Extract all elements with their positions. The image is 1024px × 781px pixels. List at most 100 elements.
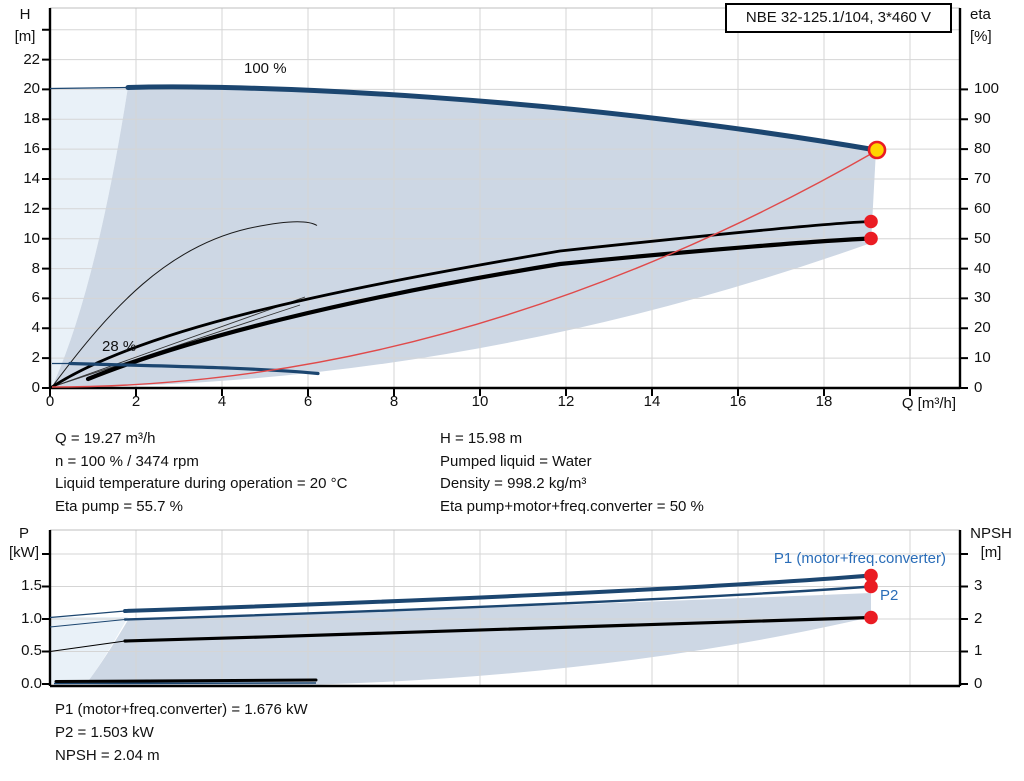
eta-pump-curve: [50, 220, 873, 389]
q-tick-label: 0: [45, 393, 55, 410]
top-chart-axes: [48, 8, 962, 390]
h-axis-title-symbol: H: [19, 6, 31, 23]
info-h-value: H = 15.98 m: [440, 430, 523, 447]
duty-point-marker[interactable]: [867, 140, 887, 160]
head-curve-100pct-extension: [49, 86, 129, 90]
q-tick-label: 18: [815, 393, 833, 410]
h-tick-label: 12: [23, 200, 40, 217]
info-p1-value: P1 (motor+freq.converter) = 1.676 kW: [55, 701, 308, 718]
npsh-tick-label: 3: [974, 577, 983, 594]
h-tick-label: 4: [31, 319, 40, 336]
p-curve-28pct: [54, 678, 318, 683]
bottom-chart-axes: [48, 530, 962, 688]
q-tick-label: 6: [303, 393, 313, 410]
q-tick-label: 4: [217, 393, 227, 410]
p-tick-label: 0.0: [21, 675, 42, 692]
eta-reduced-speed-curve: [51, 221, 318, 388]
p1-end-marker: [864, 568, 878, 583]
p-axis-title-symbol: P: [18, 525, 29, 542]
p-tick-label: 0.5: [21, 642, 42, 659]
eta-total-curve: [85, 236, 874, 382]
p-axis-ticks: [42, 553, 50, 685]
eta-tick-label: 90: [974, 110, 991, 127]
p-tick-label: 1.5: [21, 577, 42, 594]
eta-tick-label: 40: [974, 260, 991, 277]
pump-title-box: NBE 32-125.1/104, 3*460 V: [725, 3, 952, 33]
eta-tick-label: 70: [974, 170, 991, 187]
p1-curve: [123, 573, 873, 613]
eta-tick-label: 60: [974, 200, 991, 217]
speed-100pct-label: 100 %: [244, 60, 287, 77]
p2-curve-label: P2: [880, 587, 899, 604]
top-envelope-light-region: [50, 87, 128, 387]
eta-tick-label: 100: [974, 80, 1000, 97]
h-tick-label: 0: [31, 379, 40, 396]
h-tick-label: 2: [31, 349, 40, 366]
system-curve: [51, 149, 878, 388]
eta-axis-title: eta [%]: [970, 4, 1018, 48]
speed-28pct-label: 28 %: [102, 338, 137, 355]
h-tick-label: 8: [31, 260, 40, 277]
p2-curve-extension: [49, 619, 126, 628]
p1-curve-extension: [49, 610, 126, 619]
h-tick-label: 14: [23, 170, 40, 187]
eta-tick-label: 20: [974, 319, 991, 336]
p-tick-label: 1.0: [21, 610, 42, 627]
eta-axis-title-unit: [%]: [970, 28, 992, 45]
npsh-curve-extension: [49, 640, 126, 653]
eta-tick-label: 50: [974, 230, 991, 247]
q-tick-label: 12: [557, 393, 575, 410]
eta-axis-ticks: [960, 88, 968, 389]
npsh-axis-title-unit: [m]: [980, 544, 1002, 561]
info-speed-value: n = 100 % / 3474 rpm: [55, 453, 199, 470]
npsh-axis-ticks: [960, 553, 968, 685]
info-eta-total-value: Eta pump+motor+freq.converter = 50 %: [440, 498, 704, 515]
head-curve-28pct: [68, 361, 320, 376]
p-curve-28pct-blue: [53, 682, 317, 685]
h-tick-label: 18: [23, 110, 40, 127]
q-tick-label: 16: [729, 393, 747, 410]
h-tick-label: 6: [31, 289, 40, 306]
npsh-tick-label: 0: [974, 675, 983, 692]
eta-pump-end-marker: [864, 214, 878, 229]
top-grid-horizontal: [50, 29, 960, 359]
npsh-end-marker: [864, 610, 878, 625]
info-q-value: Q = 19.27 m³/h: [55, 430, 156, 447]
eta-tick-label: 80: [974, 140, 991, 157]
info-p2-value: P2 = 1.503 kW: [55, 724, 154, 741]
npsh-curve: [123, 615, 873, 643]
q-axis-ticks: [49, 388, 911, 396]
eta-tick-label: 0: [974, 379, 983, 396]
top-grid-vertical: [135, 8, 911, 388]
bottom-grid-horizontal: [50, 553, 960, 652]
q-tick-label: 10: [471, 393, 489, 410]
h-tick-label: 20: [23, 80, 40, 97]
eta-fan-line-1: [51, 296, 306, 388]
h-tick-label: 16: [23, 140, 40, 157]
npsh-tick-label: 1: [974, 642, 983, 659]
p-axis-title: P [kW]: [2, 524, 46, 562]
p2-end-marker: [864, 579, 878, 594]
eta-tick-label: 30: [974, 289, 991, 306]
info-liquid-temp-value: Liquid temperature during operation = 20…: [55, 475, 348, 492]
head-curve-100pct: [125, 84, 879, 153]
pump-title: NBE 32-125.1/104, 3*460 V: [745, 9, 932, 26]
info-pumped-liquid: Pumped liquid = Water: [440, 453, 592, 470]
p-axis-title-unit: [kW]: [9, 544, 39, 561]
bottom-operating-envelope: [86, 593, 871, 687]
npsh-axis-title-symbol: NPSH: [970, 525, 1012, 542]
h-axis-title: H [m]: [4, 4, 46, 48]
h-tick-label: 22: [23, 51, 40, 68]
p2-curve: [123, 585, 873, 621]
info-eta-pump-value: Eta pump = 55.7 %: [55, 498, 183, 515]
q-axis-unit-label: Q [m³/h]: [901, 395, 956, 412]
eta-tick-label: 10: [974, 349, 991, 366]
h-axis-ticks: [42, 28, 50, 389]
q-tick-label: 2: [131, 393, 141, 410]
h-tick-label: 10: [23, 230, 40, 247]
bottom-envelope-light-region: [50, 617, 128, 684]
eta-total-end-marker: [864, 231, 878, 246]
q-tick-label: 8: [389, 393, 399, 410]
